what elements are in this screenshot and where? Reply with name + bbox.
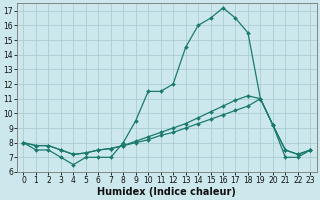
X-axis label: Humidex (Indice chaleur): Humidex (Indice chaleur) [98, 187, 236, 197]
